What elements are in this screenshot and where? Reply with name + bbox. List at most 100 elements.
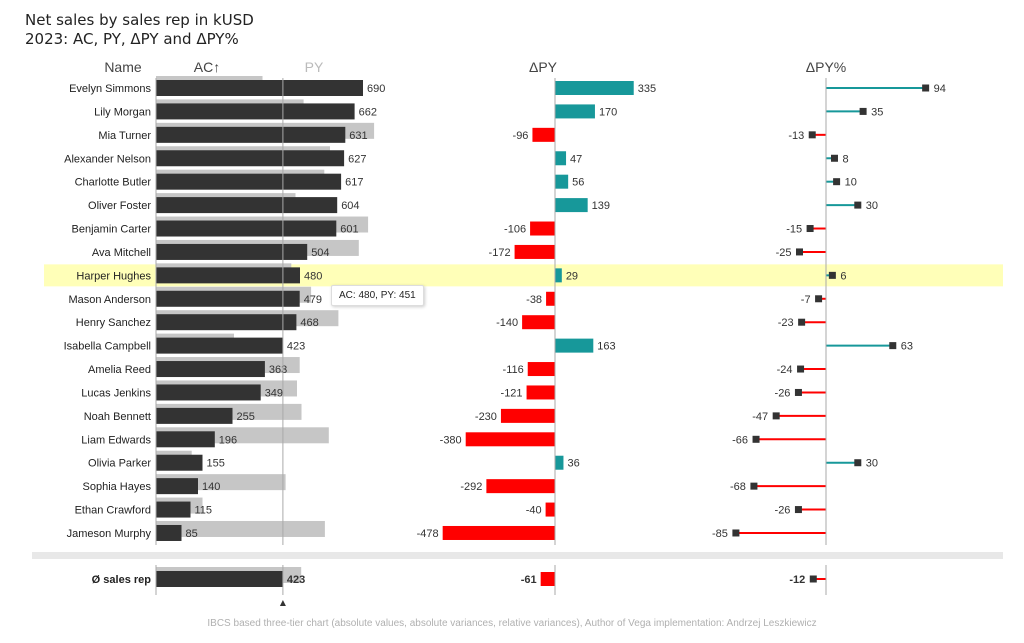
dpy-percent-label: 30 bbox=[866, 200, 878, 212]
ac-bar bbox=[156, 384, 261, 401]
ac-value-label: 631 bbox=[349, 130, 367, 142]
ac-bar bbox=[156, 150, 345, 167]
ac-value-label: 601 bbox=[340, 224, 358, 236]
ac-value-label: 480 bbox=[304, 270, 322, 282]
dpy-percent-label: -25 bbox=[776, 247, 792, 259]
dpy-value-label: -96 bbox=[513, 130, 529, 142]
header-ac: AC↑ bbox=[194, 59, 220, 75]
dpy-bar bbox=[555, 174, 569, 189]
row-label: Ø sales rep bbox=[92, 574, 152, 586]
dpy-bar bbox=[555, 151, 567, 166]
dpy-bar bbox=[526, 385, 555, 400]
dpy-percent-marker bbox=[808, 131, 816, 139]
dpy-value-label: -172 bbox=[489, 247, 511, 259]
row-label: Liam Edwards bbox=[81, 434, 151, 446]
row-label: Sophia Hayes bbox=[83, 481, 152, 493]
dpy-value-label: -140 bbox=[496, 317, 518, 329]
ac-value-label: 604 bbox=[341, 200, 359, 212]
header-dpy: ΔPY bbox=[529, 59, 558, 75]
ac-bar bbox=[156, 126, 346, 143]
ac-bar bbox=[156, 571, 283, 587]
row-label: Benjamin Carter bbox=[72, 224, 152, 236]
dpy-percent-label: -26 bbox=[775, 387, 791, 399]
ac-bar bbox=[156, 524, 182, 541]
dpy-bar bbox=[555, 198, 588, 213]
dpy-percent-label: 6 bbox=[840, 270, 846, 282]
footer-note: IBCS based three-tier chart (absolute va… bbox=[207, 618, 817, 629]
ac-bar bbox=[156, 290, 300, 307]
dpy-percent-marker bbox=[772, 412, 780, 420]
dpy-percent-marker bbox=[796, 248, 803, 256]
ac-value-label: 690 bbox=[367, 83, 385, 95]
ac-bar bbox=[156, 478, 198, 495]
chart-title: Net sales by sales rep in kUSD bbox=[25, 11, 254, 29]
row-label: Lily Morgan bbox=[94, 106, 151, 118]
chart-subtitle: 2023: AC, PY, ΔPY and ΔPY% bbox=[25, 30, 239, 48]
dpy-percent-label: -68 bbox=[730, 481, 746, 493]
ac-value-label: 155 bbox=[207, 458, 225, 470]
ac-bar bbox=[156, 80, 363, 96]
separator bbox=[32, 552, 1003, 559]
row-label: Oliver Foster bbox=[88, 200, 151, 212]
ac-bar bbox=[156, 197, 338, 214]
dpy-percent-label: 10 bbox=[845, 177, 857, 189]
dpy-value-label: -478 bbox=[417, 528, 439, 540]
dpy-percent-label: -26 bbox=[775, 505, 791, 517]
dpy-percent-marker bbox=[889, 342, 897, 350]
dpy-value-label: -38 bbox=[526, 294, 542, 306]
dpy-value-label: -380 bbox=[440, 434, 462, 446]
dpy-bar bbox=[546, 291, 555, 306]
dpy-bar bbox=[555, 455, 564, 470]
dpy-percent-label: -66 bbox=[732, 434, 748, 446]
dpy-percent-marker bbox=[752, 435, 760, 443]
dpy-percent-marker bbox=[830, 154, 838, 162]
ac-bar bbox=[156, 220, 337, 237]
dpy-bar bbox=[532, 127, 555, 142]
row-label: Lucas Jenkins bbox=[81, 387, 151, 399]
dpy-percent-label: -85 bbox=[712, 528, 728, 540]
header-dpy-percent: ΔPY% bbox=[806, 59, 846, 75]
dpy-percent-marker bbox=[750, 482, 758, 490]
dpy-percent-marker bbox=[854, 459, 862, 467]
dpy-percent-label: 63 bbox=[901, 341, 913, 353]
header-py: PY bbox=[305, 59, 324, 75]
ac-value-label: 140 bbox=[202, 481, 220, 493]
dpy-value-label: 36 bbox=[567, 458, 579, 470]
dpy-value-label: -116 bbox=[503, 364, 524, 376]
dpy-value-label: 335 bbox=[638, 83, 656, 95]
dpy-bar bbox=[514, 244, 555, 259]
dpy-percent-marker bbox=[794, 388, 802, 396]
ac-bar bbox=[156, 337, 283, 354]
dpy-value-label: -292 bbox=[460, 481, 482, 493]
row-label: Olivia Parker bbox=[88, 458, 151, 470]
ac-value-label: 255 bbox=[237, 411, 255, 423]
ac-value-label: 627 bbox=[348, 153, 366, 165]
dpy-percent-marker bbox=[828, 271, 836, 279]
row-label: Noah Bennett bbox=[84, 411, 151, 423]
dpy-percent-label: 35 bbox=[871, 106, 883, 118]
dpy-value-label: 56 bbox=[572, 177, 584, 189]
dpy-percent-marker bbox=[809, 575, 817, 583]
dpy-percent-marker bbox=[794, 506, 802, 514]
average-marker-icon bbox=[279, 600, 286, 606]
dpy-value-label: -121 bbox=[501, 387, 523, 399]
ac-bar bbox=[156, 243, 308, 260]
row-label: Ava Mitchell bbox=[92, 247, 151, 259]
dpy-bar bbox=[486, 479, 555, 494]
dpy-value-label: -106 bbox=[504, 224, 526, 236]
ac-value-label: 85 bbox=[186, 528, 198, 540]
ac-bar bbox=[156, 361, 265, 378]
dpy-percent-label: -15 bbox=[786, 224, 802, 236]
ac-bar bbox=[156, 501, 191, 518]
row-label: Isabella Campbell bbox=[64, 341, 151, 353]
row-label: Jameson Murphy bbox=[67, 528, 152, 540]
dpy-bar bbox=[555, 104, 595, 119]
dpy-percent-label: -7 bbox=[801, 294, 811, 306]
dpy-value-label: -61 bbox=[521, 574, 537, 586]
dpy-percent-label: -47 bbox=[752, 411, 768, 423]
dpy-percent-marker bbox=[833, 178, 841, 186]
dpy-percent-label: -13 bbox=[788, 130, 804, 142]
header-name: Name bbox=[104, 59, 142, 75]
dpy-bar bbox=[555, 268, 562, 283]
